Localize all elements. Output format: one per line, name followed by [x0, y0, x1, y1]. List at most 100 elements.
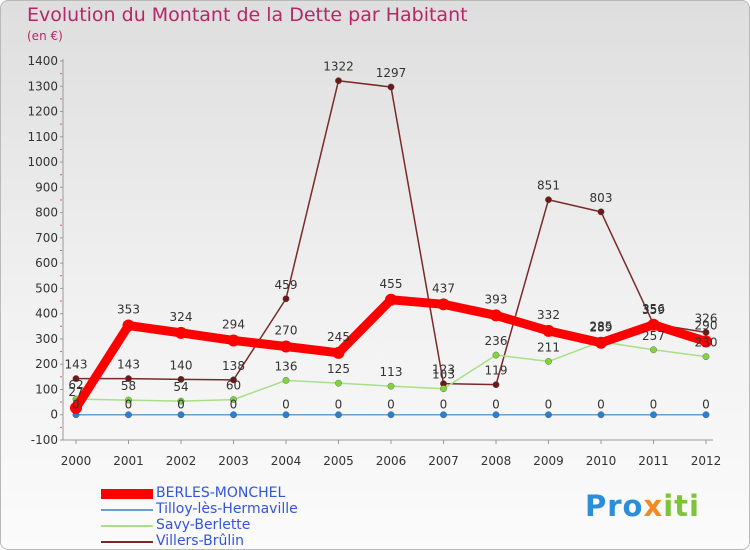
x-tick-label: 2006	[376, 454, 407, 468]
data-point-series-3	[545, 196, 552, 204]
y-tick-label: 400	[35, 307, 58, 321]
data-point-series-1	[282, 411, 290, 419]
data-point-series-2	[650, 346, 657, 354]
data-label-series-3: 143	[65, 358, 88, 372]
data-point-series-0	[490, 309, 502, 322]
y-tick-label: 1200	[27, 105, 58, 119]
data-label-series-1: 0	[387, 398, 395, 412]
x-tick-label: 2002	[166, 454, 197, 468]
data-label-series-1: 0	[440, 398, 448, 412]
legend-label-villers-brulin: Villers-Brûlin	[156, 533, 245, 549]
y-tick-label: 200	[35, 357, 58, 371]
data-label-series-1: 0	[650, 398, 658, 412]
data-point-series-0	[122, 319, 135, 332]
data-point-series-1	[702, 411, 710, 419]
data-label-series-3: 326	[695, 311, 718, 325]
data-point-series-1	[597, 411, 605, 419]
data-label-series-3: 1297	[376, 66, 407, 80]
data-point-series-0	[647, 318, 660, 331]
data-label-series-2: 54	[173, 380, 188, 394]
data-point-series-2	[125, 396, 132, 404]
data-point-series-2	[545, 358, 552, 365]
chart-subtitle: (en €)	[27, 29, 63, 43]
data-label-series-2: 289	[590, 321, 613, 335]
data-label-series-1: 0	[545, 398, 553, 412]
y-tick-label: 1100	[27, 130, 58, 144]
data-label-series-0: 285	[590, 320, 613, 334]
data-point-series-3	[387, 83, 395, 91]
data-label-series-2: 257	[642, 329, 665, 343]
data-label-series-3: 119	[485, 364, 508, 378]
data-point-series-3	[335, 77, 342, 85]
data-label-series-1: 0	[702, 398, 710, 412]
data-point-series-2	[702, 353, 710, 361]
x-tick-label: 2011	[638, 454, 669, 468]
data-point-series-2	[230, 396, 237, 403]
data-point-series-3	[492, 381, 500, 389]
data-label-series-3: 1322	[323, 60, 354, 74]
proxiti-logo: Proxiti	[585, 489, 700, 523]
data-point-series-2	[492, 351, 500, 359]
x-tick-label: 2004	[271, 454, 302, 468]
x-tick-label: 2012	[691, 454, 722, 468]
data-point-series-1	[230, 411, 237, 419]
legend-item-villers-brulin[interactable]: Villers-Brûlin	[101, 533, 461, 549]
logo-part-pro: Pro	[585, 489, 644, 523]
data-label-series-2: 136	[275, 359, 298, 373]
data-point-series-0	[437, 298, 450, 311]
data-label-series-1: 0	[125, 398, 133, 412]
legend-swatch-berles-monchel	[101, 489, 153, 499]
chart-title: Evolution du Montant de la Dette par Hab…	[27, 4, 468, 26]
data-point-series-0	[700, 335, 712, 348]
data-point-series-3	[597, 208, 605, 216]
data-label-series-3: 138	[222, 359, 245, 373]
data-label-series-2: 125	[327, 362, 350, 376]
logo-part-iti: iti	[663, 489, 700, 523]
data-point-series-3	[72, 375, 80, 383]
x-tick-label: 2003	[218, 454, 249, 468]
data-label-series-2: 211	[537, 340, 560, 354]
data-point-series-0	[227, 334, 240, 347]
legend-item-berles-monchel[interactable]: BERLES-MONCHEL	[101, 485, 461, 502]
data-point-series-3	[230, 376, 237, 384]
data-label-series-3: 123	[432, 363, 455, 377]
data-point-series-1	[440, 411, 447, 419]
data-label-series-0: 353	[117, 303, 140, 317]
data-label-series-0: 455	[380, 277, 403, 291]
y-tick-label: 0	[50, 408, 58, 422]
data-label-series-0: 324	[170, 310, 193, 324]
data-label-series-0: 245	[327, 330, 350, 344]
x-tick-label: 2009	[533, 454, 564, 468]
data-label-series-1: 0	[597, 398, 605, 412]
data-label-series-3: 143	[117, 358, 140, 372]
data-label-series-0: 437	[432, 281, 455, 295]
data-point-series-3	[177, 375, 185, 383]
y-tick-label: 600	[35, 256, 58, 270]
data-label-series-1: 0	[282, 398, 290, 412]
data-label-series-1: 0	[492, 398, 500, 412]
data-point-series-2	[335, 379, 342, 387]
data-label-series-0: 290	[695, 318, 718, 332]
data-label-series-2: 236	[485, 334, 508, 348]
y-tick-label: 500	[35, 281, 58, 295]
y-tick-label: 800	[35, 206, 58, 220]
x-tick-label: 2001	[113, 454, 144, 468]
data-point-series-2	[387, 382, 395, 390]
data-point-series-3	[125, 375, 132, 383]
data-point-series-1	[650, 411, 657, 419]
y-tick-label: 1300	[27, 79, 58, 93]
data-point-series-0	[175, 326, 187, 339]
data-label-series-2: 230	[695, 336, 718, 350]
legend-item-savy-berlette[interactable]: Savy-Berlette	[101, 517, 461, 534]
data-point-series-1	[335, 411, 342, 419]
legend-item-tilloy-les-hermaville[interactable]: Tilloy-lès-Hermaville	[101, 501, 461, 518]
data-label-series-1: 0	[72, 398, 80, 412]
y-tick-label: 900	[35, 180, 58, 194]
data-label-series-3: 359	[642, 303, 665, 317]
data-point-series-0	[385, 293, 397, 306]
data-label-series-3: 803	[590, 191, 613, 205]
data-label-series-0: 294	[222, 317, 245, 331]
legend-label-berles-monchel: BERLES-MONCHEL	[156, 485, 286, 501]
data-point-series-2	[440, 385, 447, 393]
data-label-series-2: 62	[68, 378, 83, 392]
